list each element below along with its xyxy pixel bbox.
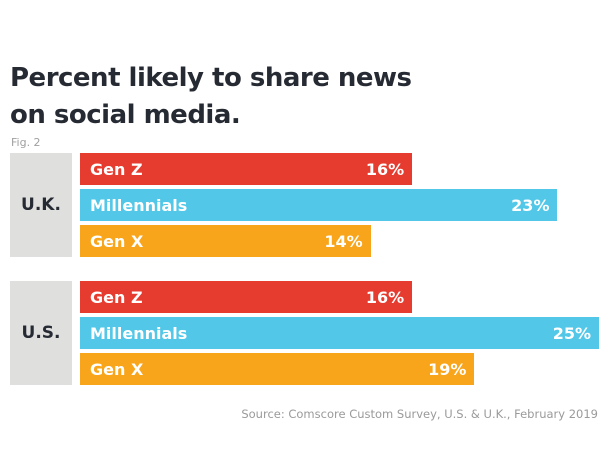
bar-gen-z: Gen Z 16% [80, 281, 413, 313]
bar-category-label: Gen X [90, 231, 144, 251]
bar-category-label: Millennials [90, 195, 188, 215]
bar-gen-x: Gen X 14% [80, 225, 371, 257]
bar-value-label: 25% [552, 323, 591, 343]
bar-value-label: 23% [511, 195, 550, 215]
bar-category-label: Millennials [90, 323, 188, 343]
bar-category-label: Gen X [90, 359, 144, 379]
bar-gen-x: Gen X 19% [80, 353, 475, 385]
figure-label: Fig. 2 [11, 136, 41, 149]
bar-millennials: Millennials 23% [80, 189, 558, 221]
chart-title: Percent likely to share news on social m… [10, 63, 412, 130]
bar-category-label: Gen Z [90, 287, 143, 307]
group-label: U.K. [10, 153, 72, 257]
bar-value-label: 16% [365, 287, 405, 307]
bar-value-label: 16% [365, 159, 405, 179]
bar-value-label: 19% [428, 359, 467, 379]
group-label: U.S. [10, 281, 72, 385]
bar-millennials: Millennials 25% [80, 317, 599, 349]
bar-value-label: 14% [324, 231, 363, 251]
source-note: Source: Comscore Custom Survey, U.S. & U… [241, 407, 598, 421]
bar-gen-z: Gen Z 16% [80, 153, 413, 185]
bar-category-label: Gen Z [90, 159, 143, 179]
